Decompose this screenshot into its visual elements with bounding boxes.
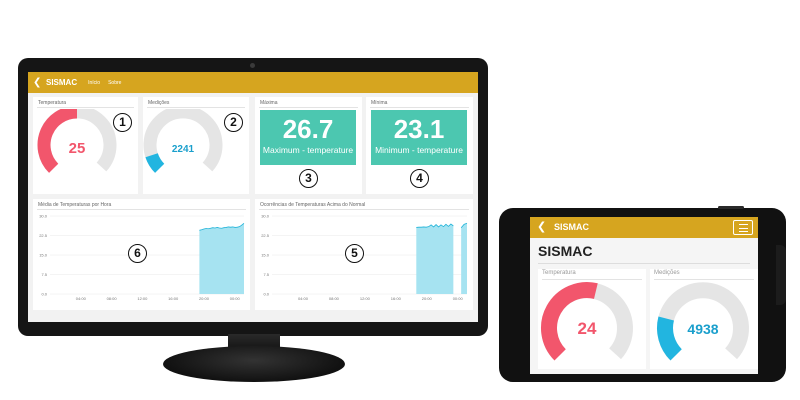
x-tick-label: 04:00 — [76, 296, 87, 301]
nav-link-home[interactable]: Início — [88, 79, 101, 86]
temperature-card: Temperatura 25 1 — [33, 97, 138, 194]
max-caption: Maximum - temperature — [262, 145, 354, 155]
x-tick-label: 08:00 — [107, 296, 118, 301]
series-line — [416, 223, 454, 228]
max-card: Máxima 26.7 Maximum - temperature 3 — [255, 97, 362, 194]
y-tick-label: 15.0 — [261, 253, 270, 258]
series-area — [199, 223, 244, 294]
phone-app-title: SISMAC — [554, 222, 590, 232]
series-line — [460, 222, 468, 228]
hamburger-menu-icon[interactable] — [733, 220, 753, 235]
phone-side-button — [776, 245, 786, 305]
y-tick-label: 7.5 — [41, 272, 47, 277]
hourly-chart-card: Média de Temperaturas por Hora 30.0 22.5 1… — [33, 199, 250, 310]
nav-link-about[interactable]: Sobre — [108, 79, 122, 86]
x-tick-label: 12:00 — [360, 296, 371, 301]
phone-top-button — [718, 206, 744, 209]
temperature-label: Temperatura — [38, 100, 67, 106]
gauge-track — [143, 109, 223, 172]
phone-page-heading: SISMAC — [538, 243, 593, 259]
gauge-fill — [37, 109, 78, 173]
phone-app-bar: ❮ SISMAC — [530, 217, 758, 238]
y-tick-label: 0.0 — [41, 292, 47, 297]
callout-5: 5 — [345, 244, 364, 263]
gauge-fill — [145, 152, 165, 173]
x-tick-label: 00:00 — [230, 296, 241, 301]
x-tick-label: 00:00 — [453, 296, 464, 301]
y-tick-label: 7.5 — [263, 272, 269, 277]
occurrences-chart-card: Ocorrências de Temperaturas Acima do Nor… — [255, 199, 473, 310]
y-tick-label: 0.0 — [263, 292, 269, 297]
min-caption: Minimum - temperature — [375, 145, 463, 155]
callout-2: 2 — [224, 113, 243, 132]
x-tick-label: 16:00 — [391, 296, 402, 301]
y-tick-label: 15.0 — [39, 253, 48, 258]
callout-1: 1 — [113, 113, 132, 132]
back-arrow-icon[interactable]: ❮ — [537, 221, 547, 233]
occurrences-chart: 30.0 22.5 15.0 7.5 0.0 04:00 08:00 12:00 16:00 20… — [261, 214, 468, 301]
callout-3: 3 — [299, 169, 318, 188]
x-tick-label: 16:00 — [168, 296, 179, 301]
phone-measurements-value: 4938 — [687, 321, 719, 337]
phone-screen: ❮ SISMAC SISMAC Temperatura 24 Medições … — [530, 217, 758, 374]
gauge-fill — [541, 282, 598, 361]
hourly-temperature-chart: 30.0 22.5 15.0 7.5 0.0 04:00 08:00 12:00 16:00 20… — [39, 214, 245, 301]
x-tick-label: 12:00 — [137, 296, 148, 301]
desktop-screen: ❮ SISMAC Início Sobre Temperatura 25 1 M… — [28, 72, 478, 322]
x-tick-label: 20:00 — [199, 296, 210, 301]
app-title: SISMAC — [46, 78, 78, 87]
phone-temperature-card: Temperatura 24 — [538, 269, 646, 369]
measurements-value: 2241 — [171, 144, 195, 155]
min-value-box: 23.1 Minimum - temperature — [371, 110, 467, 165]
y-tick-label: 22.5 — [261, 233, 270, 238]
min-label: Mínima — [371, 100, 388, 106]
phone-temperature-gauge — [541, 282, 633, 361]
y-tick-label: 30.0 — [39, 214, 48, 219]
callout-4: 4 — [410, 169, 429, 188]
y-tick-label: 30.0 — [261, 214, 270, 219]
series-line — [199, 222, 245, 231]
x-tick-label: 08:00 — [329, 296, 340, 301]
x-tick-label: 04:00 — [298, 296, 309, 301]
occurrences-chart-title: Ocorrências de Temperaturas Acima do Nor… — [260, 202, 366, 208]
phone-temperature-label: Temperatura — [542, 270, 576, 276]
desktop-app-bar: ❮ SISMAC Início Sobre — [28, 72, 478, 93]
hourly-chart-title: Média de Temperaturas por Hora — [38, 202, 112, 208]
temperature-gauge — [37, 109, 117, 173]
measurements-gauge — [143, 109, 223, 173]
y-tick-label: 22.5 — [39, 233, 48, 238]
series-area — [416, 224, 454, 294]
phone-measurements-gauge — [657, 282, 749, 361]
measurements-label: Medições — [148, 100, 170, 106]
monitor-camera — [250, 63, 255, 68]
min-card: Mínima 23.1 Minimum - temperature 4 — [366, 97, 473, 194]
max-value: 26.7 — [282, 114, 334, 144]
callout-6: 6 — [128, 244, 147, 263]
min-value: 23.1 — [393, 114, 445, 144]
phone-temperature-value: 24 — [577, 319, 597, 338]
gauge-fill — [657, 316, 683, 361]
max-value-box: 26.7 Maximum - temperature — [260, 110, 356, 165]
x-tick-label: 20:00 — [422, 296, 433, 301]
back-arrow-icon[interactable]: ❮ — [33, 77, 42, 88]
measurements-card: Medições 2241 2 — [143, 97, 249, 194]
series-area — [461, 223, 467, 294]
max-label: Máxima — [260, 100, 278, 106]
temperature-value: 25 — [68, 140, 86, 157]
monitor-stand — [163, 346, 345, 382]
phone-measurements-label: Medições — [654, 270, 680, 276]
phone-measurements-card: Medições 4938 — [650, 269, 758, 369]
